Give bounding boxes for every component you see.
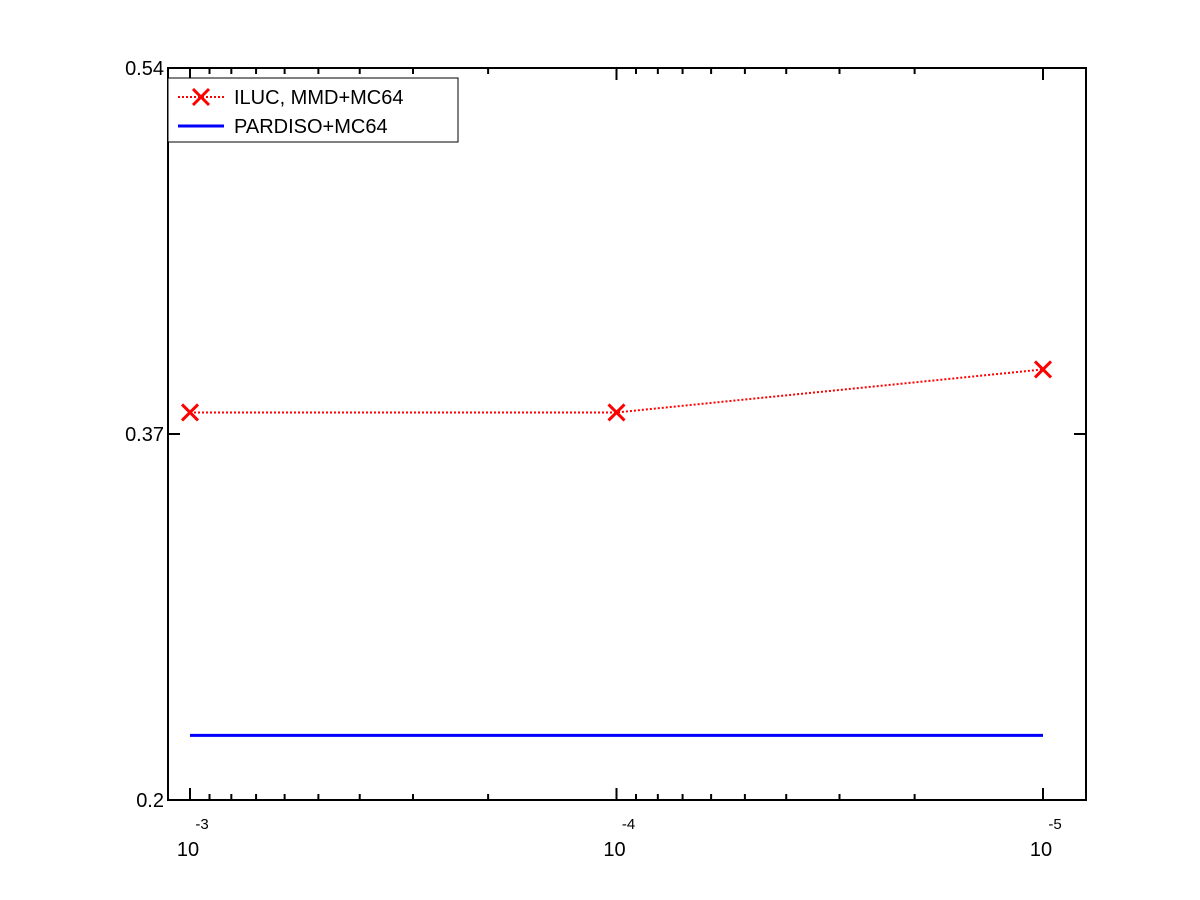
tick-labels: 10 -3 10 -4 10 -5 0.2 0.37 0.54 [125,58,1062,861]
x-tick-label-base: 10 [177,839,199,861]
data-point-marker [607,403,626,422]
legend-marker [191,87,211,107]
data-point-marker [180,403,200,422]
x-tick-label-exponent: -3 [195,816,208,833]
legend-label: PARDISO+MC64 [234,116,388,138]
plot-area [167,67,1087,801]
x-tick-label-base: 10 [1030,839,1052,861]
series-layer [180,360,1053,737]
x-tick-label-exponent: -5 [1048,816,1061,833]
legend-label: ILUC, MMD+MC64 [234,87,403,109]
y-tick-label: 0.2 [136,790,164,812]
series-line [190,368,1044,414]
legend-box [167,77,459,143]
legend: ILUC, MMD+MC64 PARDISO+MC64 [167,77,459,143]
axis-ticks [168,67,1086,801]
y-tick-label: 0.54 [125,58,164,80]
x-tick-label-exponent: -4 [622,816,635,833]
x-tick-label-base: 10 [603,839,625,861]
y-tick-label: 0.37 [125,424,164,446]
data-point-marker [1033,360,1053,379]
